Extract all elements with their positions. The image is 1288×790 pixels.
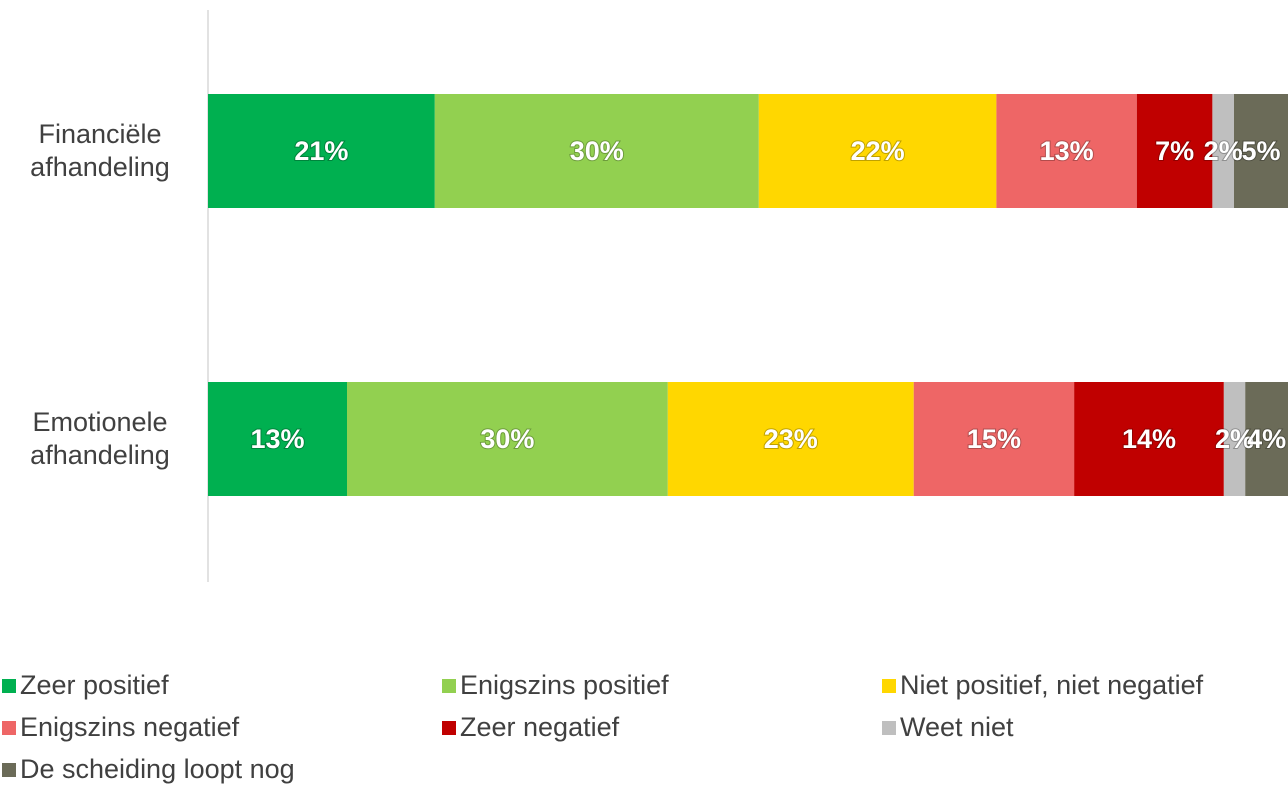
bar-segment	[1245, 382, 1288, 496]
data-label: 4%	[1247, 424, 1286, 454]
legend-swatch	[882, 721, 896, 735]
data-label: 13%	[1040, 136, 1094, 166]
legend-swatch	[442, 679, 456, 693]
bar-segment	[1074, 382, 1224, 496]
data-label: 21%	[294, 136, 348, 166]
legend-label: Weet niet	[900, 712, 1014, 742]
bar-segment	[1212, 94, 1234, 208]
bar-segment	[208, 94, 435, 208]
data-label: 13%	[250, 424, 304, 454]
data-label: 30%	[570, 136, 624, 166]
legend-label: De scheiding loopt nog	[20, 754, 295, 784]
category-label: Financiële afhandeling	[30, 119, 170, 182]
legend-swatch	[2, 721, 16, 735]
bar-segment	[913, 382, 1075, 496]
bar-segment	[434, 94, 759, 208]
legend-swatch	[2, 763, 16, 777]
bar-segment	[1136, 94, 1213, 208]
data-label: 30%	[480, 424, 534, 454]
category-label: Emotionele afhandeling	[30, 407, 170, 470]
data-label: 2%	[1204, 136, 1243, 166]
data-label: 5%	[1241, 136, 1280, 166]
legend-swatch	[882, 679, 896, 693]
legend-label: Niet positief, niet negatief	[900, 670, 1204, 700]
legend-label: Enigszins negatief	[20, 712, 240, 742]
bar-segment	[1234, 94, 1288, 208]
data-label: 14%	[1122, 424, 1176, 454]
legend-swatch	[2, 679, 16, 693]
legend-label: Zeer positief	[20, 670, 169, 700]
bar-segment	[347, 382, 668, 496]
data-label: 23%	[764, 424, 818, 454]
legend-label: Zeer negatief	[460, 712, 620, 742]
legend-label: Enigszins positief	[460, 670, 669, 700]
bar-segment	[758, 94, 997, 208]
bar-segment	[667, 382, 914, 496]
bar-segment	[208, 382, 348, 496]
bar-segment	[1223, 382, 1246, 496]
data-label: 2%	[1215, 424, 1254, 454]
data-label: 22%	[851, 136, 905, 166]
data-label: 7%	[1155, 136, 1194, 166]
legend-swatch	[442, 721, 456, 735]
data-label: 15%	[967, 424, 1021, 454]
bar-segment	[996, 94, 1137, 208]
